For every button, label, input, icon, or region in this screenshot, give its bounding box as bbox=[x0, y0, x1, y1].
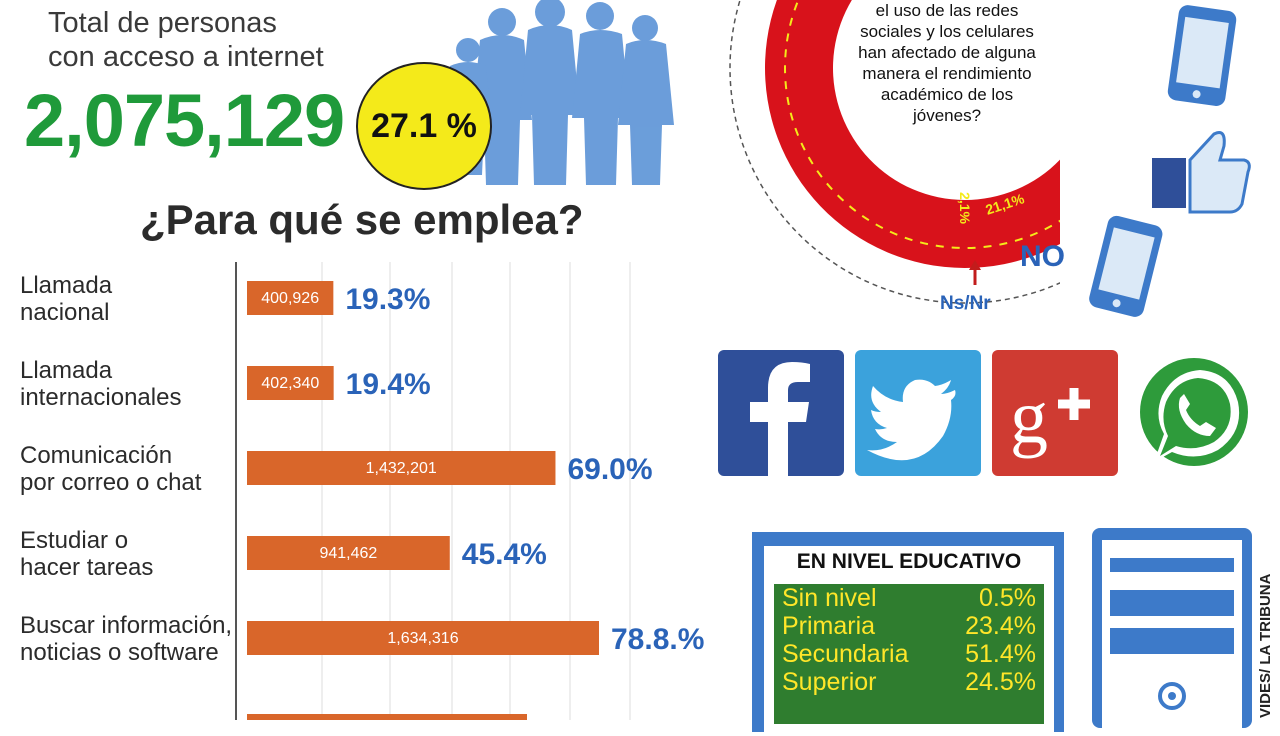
slice-label-no: NO bbox=[1020, 240, 1065, 273]
bar-category-label: Llamada internacionales bbox=[20, 357, 181, 411]
bar-percent-label: 78.8.% bbox=[611, 623, 704, 656]
donut-slice bbox=[765, 0, 1060, 268]
total-title-line1: Total de personas bbox=[48, 7, 277, 39]
education-row: Sin nivel 0.5% bbox=[774, 584, 1044, 612]
education-label: Secundaria bbox=[782, 640, 909, 668]
education-value: 51.4% bbox=[965, 640, 1036, 668]
question-line: académico de los bbox=[880, 85, 1014, 104]
bar-value-label: 1,634,316 bbox=[387, 630, 458, 647]
education-label: Primaria bbox=[782, 612, 876, 640]
device-icons bbox=[1089, 5, 1251, 317]
total-title-line2: con acceso a internet bbox=[48, 41, 324, 73]
bar-percent-label: 69.0% bbox=[567, 453, 652, 486]
section-title: ¿Para qué se emplea? bbox=[140, 196, 584, 243]
bar-category-label: Comunicación por correo o chat bbox=[20, 442, 202, 496]
question-line: han afectado de alguna bbox=[858, 43, 1036, 62]
slice-label-nsnr-pct: 2,1% bbox=[956, 192, 973, 224]
education-table: Sin nivel 0.5% Primaria 23.4% Secundaria… bbox=[774, 584, 1044, 724]
facebook-icon bbox=[718, 350, 844, 476]
bar-category-label: Llamada nacional bbox=[20, 272, 113, 326]
education-value: 24.5% bbox=[965, 668, 1036, 696]
bar-percent-label: 19.3% bbox=[345, 283, 430, 316]
education-row: Primaria 23.4% bbox=[774, 612, 1044, 640]
total-title: Total de personas con acceso a internet bbox=[48, 6, 348, 74]
donut-question: el uso de las redes sociales y los celul… bbox=[836, 0, 1058, 126]
bar bbox=[247, 366, 334, 400]
slice-label-nsnr: Ns/Nr bbox=[940, 293, 991, 314]
twitter-icon bbox=[855, 350, 981, 476]
total-value: 2,075,129 bbox=[24, 79, 345, 162]
education-row: Superior 24.5% bbox=[774, 668, 1044, 696]
education-title: EN NIVEL EDUCATIVO bbox=[796, 550, 1022, 573]
question-line: el uso de las redes bbox=[875, 1, 1019, 20]
question-line: jóvenes? bbox=[912, 106, 982, 125]
bar bbox=[247, 451, 556, 485]
education-label: Sin nivel bbox=[782, 584, 877, 612]
education-value: 23.4% bbox=[965, 612, 1036, 640]
whatsapp-icon bbox=[1140, 358, 1248, 466]
smartphone-icon bbox=[1089, 215, 1163, 317]
bar-value-label: 1,432,201 bbox=[366, 460, 437, 477]
education-row: Secundaria 51.4% bbox=[774, 640, 1044, 668]
donut-guide bbox=[784, 0, 1060, 249]
bar-partial-cropped bbox=[247, 714, 527, 720]
smartphone-icon bbox=[1167, 5, 1237, 106]
question-line: sociales y los celulares bbox=[860, 22, 1034, 41]
donut-chart bbox=[729, 0, 1060, 304]
smartphone-icon bbox=[1092, 528, 1252, 728]
google-plus-icon: g bbox=[992, 350, 1118, 476]
bar-category-label: Estudiar o hacer tareas bbox=[20, 527, 153, 581]
bar-percent-label: 45.4% bbox=[462, 538, 547, 571]
bar bbox=[247, 536, 450, 570]
bar-value-label: 941,462 bbox=[319, 545, 377, 562]
question-line: manera el rendimiento bbox=[862, 64, 1032, 83]
education-label: Superior bbox=[782, 668, 877, 696]
bar bbox=[247, 281, 334, 315]
bar-category-label: Buscar información, noticias o software bbox=[20, 612, 232, 666]
bar-percent-label: 19.4% bbox=[346, 368, 431, 401]
svg-text:g: g bbox=[1010, 375, 1048, 459]
bar bbox=[247, 621, 599, 655]
percentage-badge: 27.1 % bbox=[356, 62, 492, 190]
source-credit: VIDES/ LA TRIBUNA bbox=[1257, 573, 1274, 718]
usage-bar-chart: Llamada nacional 400,926 19.3% Llamada intern… bbox=[20, 262, 704, 720]
source-text: VIDES/ LA TRIBUNA bbox=[1257, 573, 1274, 718]
education-value: 0.5% bbox=[979, 584, 1036, 612]
thumbs-up-icon bbox=[1152, 131, 1251, 214]
bar-value-label: 402,340 bbox=[261, 375, 319, 392]
bar-value-label: 400,926 bbox=[261, 290, 319, 307]
